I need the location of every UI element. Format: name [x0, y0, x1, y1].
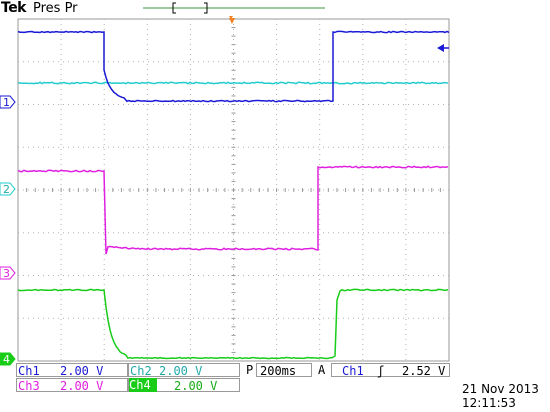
trigger-readout[interactable]: Ch1 ʃ 2.52 V — [331, 363, 450, 377]
ch4-scale-readout[interactable]: Ch4 2.00 V — [128, 378, 240, 392]
ch3-ground-marker[interactable]: 3 — [0, 267, 15, 280]
ch1-scale-readout[interactable]: Ch1 2.00 V — [16, 363, 128, 377]
date-text: 21 Nov 2013 — [462, 382, 539, 396]
ch1-waveform — [18, 31, 449, 101]
ch2-marker-label: 2 — [3, 183, 10, 196]
ch3-marker-label: 3 — [3, 267, 10, 280]
graticule — [18, 19, 449, 361]
ch4-ground-marker[interactable]: 4 — [0, 353, 15, 366]
trigger-level-arrow-icon — [437, 44, 444, 52]
ch1-ground-marker[interactable]: 1 — [0, 96, 15, 109]
ch3-scale-readout[interactable]: Ch3 2.00 V — [16, 378, 128, 392]
ch1-marker-label: 1 — [3, 96, 10, 109]
rising-edge-icon: ʃ — [377, 364, 384, 378]
trigger-label: A — [318, 363, 325, 377]
ch2-ground-marker[interactable]: 2 — [0, 183, 15, 196]
ch4-marker-label: 4 — [3, 353, 10, 366]
trigger-position-marker — [229, 18, 235, 24]
time-text: 12:11:53 — [462, 396, 539, 410]
timestamp: 21 Nov 2013 12:11:53 — [462, 382, 539, 410]
timebase-readout[interactable]: 200ms — [256, 363, 312, 377]
ch2-waveform — [18, 82, 448, 83]
timebase-mode: P — [246, 363, 253, 377]
ch2-scale-readout[interactable]: Ch2 2.00 V — [128, 363, 240, 377]
